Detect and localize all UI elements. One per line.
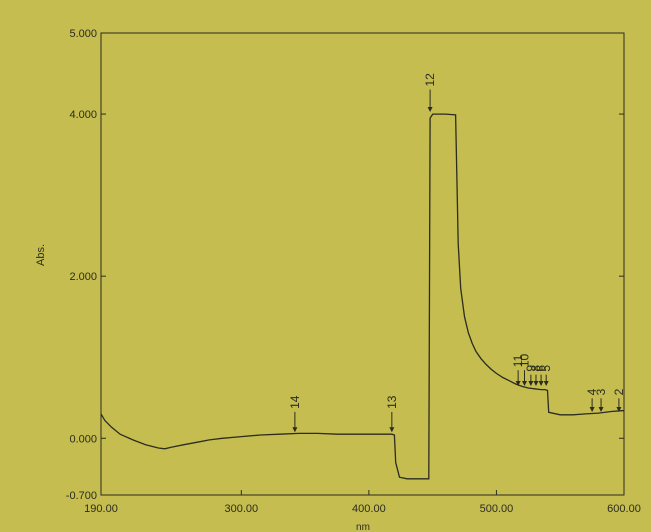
x-axis-ticks: 190.00 300.00 400.00 500.00 600.00 (84, 490, 641, 515)
peak-label: 10 (518, 354, 532, 368)
y-tick-label: -0.700 (66, 490, 97, 502)
peak-marker-arrow (598, 406, 604, 412)
peak-marker-arrow (589, 406, 595, 412)
peak-marker-arrow (528, 381, 534, 387)
peak-label: 3 (594, 388, 608, 395)
y-axis-label: Abs. (35, 244, 47, 266)
peak-marker-arrow (292, 427, 298, 433)
peak-marker-arrow (515, 381, 521, 387)
x-axis-label: nm (356, 522, 370, 532)
x-tick-label: 400.00 (352, 503, 386, 515)
x-tick-label: 600.00 (607, 503, 641, 515)
y-tick-label: 0.000 (69, 433, 97, 445)
peak-label: 2 (612, 388, 626, 395)
peak-label: 12 (423, 73, 437, 87)
peak-marker-arrow (538, 381, 544, 387)
y-tick-label: 2.000 (69, 271, 97, 283)
peak-marker-arrow (427, 107, 433, 113)
y-axis-ticks: 5.000 4.000 2.000 0.000 -0.700 (66, 28, 624, 502)
peak-label: 14 (288, 395, 302, 409)
peak-label: 8 (529, 365, 543, 372)
x-tick-label: 190.00 (84, 503, 118, 515)
peak-label: 5 (539, 365, 553, 372)
spectrum-line (100, 113, 624, 480)
x-tick-label: 300.00 (224, 503, 258, 515)
peak-marker-arrow (533, 381, 539, 387)
y-tick-label: 5.000 (69, 28, 97, 40)
x-tick-label: 500.00 (480, 503, 514, 515)
peak-marker-arrow (389, 427, 395, 433)
y-tick-label: 4.000 (69, 109, 97, 121)
peak-marker-arrow (616, 406, 622, 412)
peak-label: 13 (385, 395, 399, 409)
peak-marker-arrow (522, 381, 528, 387)
peak-label: 9 (524, 365, 538, 372)
peak-label: 6 (534, 365, 548, 372)
peak-marker-arrow (543, 381, 549, 387)
peak-label: 11 (511, 354, 525, 367)
plot-frame (100, 32, 625, 496)
peak-label: 4 (585, 388, 599, 395)
